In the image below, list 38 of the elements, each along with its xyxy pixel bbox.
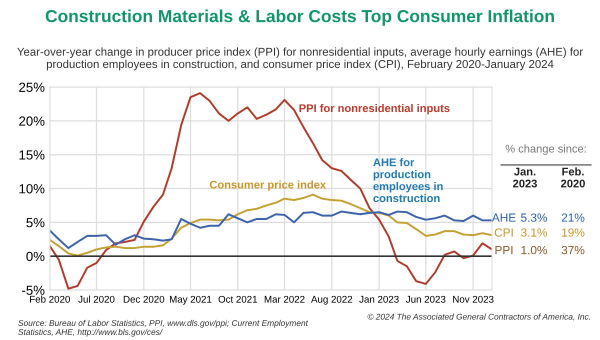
x-tick-label: Oct 2021: [218, 296, 258, 303]
x-tick-label: Mar 2022: [264, 296, 305, 303]
line-series: [50, 210, 492, 250]
y-tick-label: 25%: [19, 82, 44, 92]
text: Jan. 2023: [513, 168, 537, 188]
text: © 2024 The Associated General Contractors of America, Inc.: [368, 314, 590, 321]
series-label: AHE for production employees in construction: [373, 158, 443, 202]
text: CPI: [494, 228, 513, 237]
annotation: AHE: [492, 214, 516, 222]
y-tick-label: 10%: [20, 184, 44, 194]
chart-subtitle: Year-over-year change in producer price index (PPI) for nonresidential inputs, average hourly earnings (AHE) for production employees in construction, and consumer price index (CPI), February 2020-January 2024: [17, 47, 583, 70]
x-tick-label: Jun 2023: [406, 296, 446, 303]
y-tick-label: -5%: [22, 286, 44, 295]
text: 21%: [562, 213, 584, 222]
x-tick-label: Aug 2022: [311, 296, 352, 305]
text: 5.3%: [521, 213, 548, 222]
y-tick-label: 15%: [20, 150, 44, 160]
text: % change since:: [506, 144, 586, 155]
x-tick-label: Feb 2020: [30, 296, 70, 303]
line-series: [50, 194, 492, 256]
y-tick-label: 0%: [26, 252, 44, 262]
text: PPI: [495, 246, 512, 254]
text: 37%: [562, 246, 584, 254]
text: 3.1%: [520, 228, 548, 237]
x-tick-label: Nov 2023: [453, 296, 494, 303]
text: 19%: [562, 228, 584, 237]
source-note: Source: Bureau of Labor Statistics, PPI, www.dls.gov/ppi; Current Employment Statistics, AHE, http://www.bls.gov/ces/: [18, 320, 308, 337]
y-tick-label: 20%: [19, 116, 44, 126]
series-label: PPI for nonresidential inputs: [299, 104, 450, 114]
text: Feb. 2020: [561, 167, 585, 188]
x-tick-label: Jan 2023: [359, 296, 399, 303]
x-tick-label: Dec 2020: [124, 296, 164, 303]
chart-title: Construction Materials & Labor Costs Top Consumer Inflation: [46, 10, 554, 26]
x-tick-label: Jul 2020: [78, 296, 114, 303]
y-tick-label: 5%: [26, 218, 44, 228]
x-tick-label: May 2021: [170, 296, 212, 305]
series-label: Consumer price index: [210, 180, 326, 191]
text: 1.0%: [521, 246, 548, 254]
